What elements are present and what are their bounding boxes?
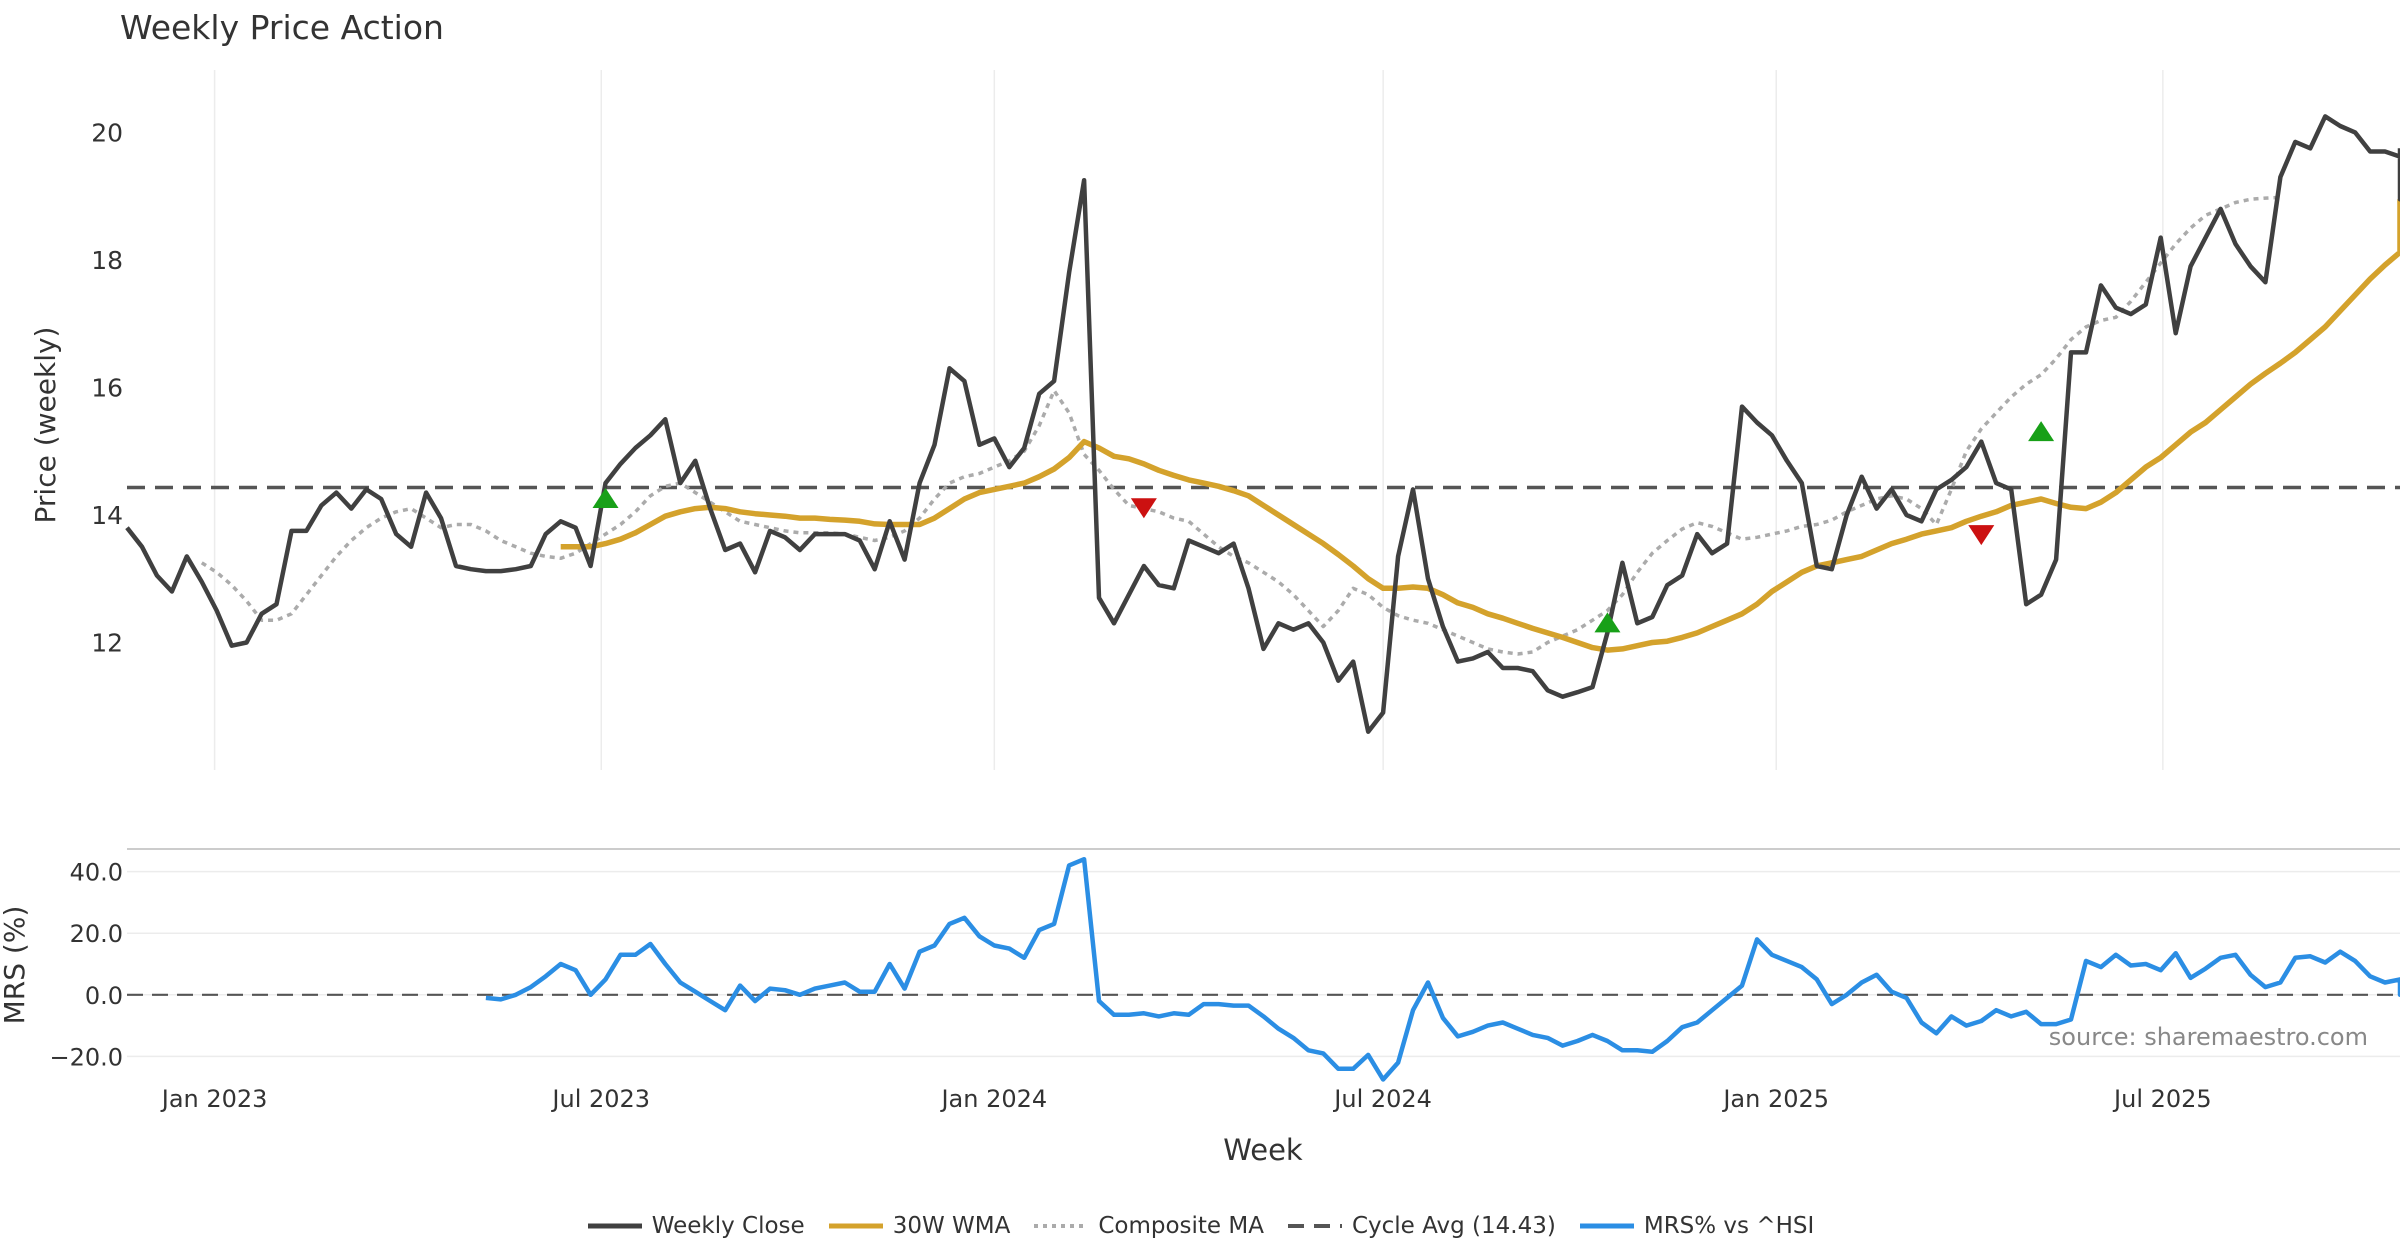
price-y-tick-label: 12 xyxy=(91,628,123,657)
mrs-y-tick-label: 40.0 xyxy=(70,859,123,887)
legend-label: 30W WMA xyxy=(892,1213,1011,1239)
legend-swatch xyxy=(828,1223,883,1229)
weekly-close-line xyxy=(125,114,2400,734)
price-y-tick-label: 14 xyxy=(91,501,123,530)
sell-signal-marker xyxy=(1968,525,1995,546)
legend-item: Composite MA xyxy=(1032,1213,1264,1239)
price-y-tick-label: 16 xyxy=(91,373,123,402)
legend-item: Weekly Close xyxy=(586,1213,805,1239)
wma-30w-line xyxy=(560,199,2400,653)
mrs-y-axis: −20.0 0.0 20.0 40.0 xyxy=(49,859,123,1072)
x-tick-label: Jul 2024 xyxy=(1332,1085,1432,1113)
mrs-y-axis-label: MRS (%) xyxy=(0,906,31,1025)
price-y-axis: 12 14 16 18 20 xyxy=(91,118,123,657)
chart-title: Weekly Price Action xyxy=(120,8,444,47)
x-axis-label: Week xyxy=(1223,1133,1303,1167)
price-y-axis-label: Price (weekly) xyxy=(29,327,62,524)
x-axis: Jan 2023 Jul 2023 Jan 2024 Jul 2024 Jan 2025… xyxy=(160,1085,2212,1113)
x-tick-label: Jul 2023 xyxy=(550,1085,650,1113)
mrs-line xyxy=(485,856,2400,1082)
x-tick-label: Jul 2025 xyxy=(2112,1085,2212,1113)
legend-swatch xyxy=(1287,1224,1342,1228)
legend-label: Weekly Close xyxy=(651,1213,805,1239)
legend-label: Cycle Avg (14.43) xyxy=(1351,1213,1556,1239)
legend: Weekly Close 30W WMA Composite MA Cycle Avg… xyxy=(0,1213,2400,1239)
mrs-y-tick-label: 20.0 xyxy=(70,920,123,948)
mrs-series xyxy=(127,856,2400,1082)
legend-item: 30W WMA xyxy=(827,1213,1011,1239)
legend-item: MRS% vs ^HSI xyxy=(1578,1213,1814,1239)
buy-signal-marker xyxy=(2028,421,2055,442)
trade-signals xyxy=(592,421,2055,633)
price-y-tick-label: 20 xyxy=(91,118,123,147)
mrs-y-tick-label: −20.0 xyxy=(49,1043,123,1071)
buy-signal-marker xyxy=(592,488,619,509)
legend-swatch xyxy=(587,1223,642,1229)
sell-signal-marker xyxy=(1130,498,1157,519)
source-note: source: sharemaestro.com xyxy=(2049,1023,2368,1051)
price-series xyxy=(125,114,2400,734)
mrs-y-tick-label: 0.0 xyxy=(85,982,123,1010)
legend-label: Composite MA xyxy=(1098,1213,1264,1239)
chart-canvas: 12 14 16 18 20 −20.0 0.0 20.0 40.0 Jan 2023 Jul … xyxy=(0,70,2400,1167)
buy-signal-marker xyxy=(1594,612,1621,633)
x-tick-label: Jan 2024 xyxy=(939,1085,1047,1113)
price-gridlines xyxy=(213,70,2164,770)
price-y-tick-label: 18 xyxy=(91,246,123,275)
composite-ma-line xyxy=(200,195,2281,656)
legend-label: MRS% vs ^HSI xyxy=(1643,1213,1815,1239)
legend-swatch xyxy=(1579,1223,1634,1229)
legend-swatch xyxy=(1034,1224,1089,1228)
x-tick-label: Jan 2023 xyxy=(160,1085,268,1113)
x-tick-label: Jan 2025 xyxy=(1721,1085,1829,1113)
legend-item: Cycle Avg (14.43) xyxy=(1286,1213,1556,1239)
